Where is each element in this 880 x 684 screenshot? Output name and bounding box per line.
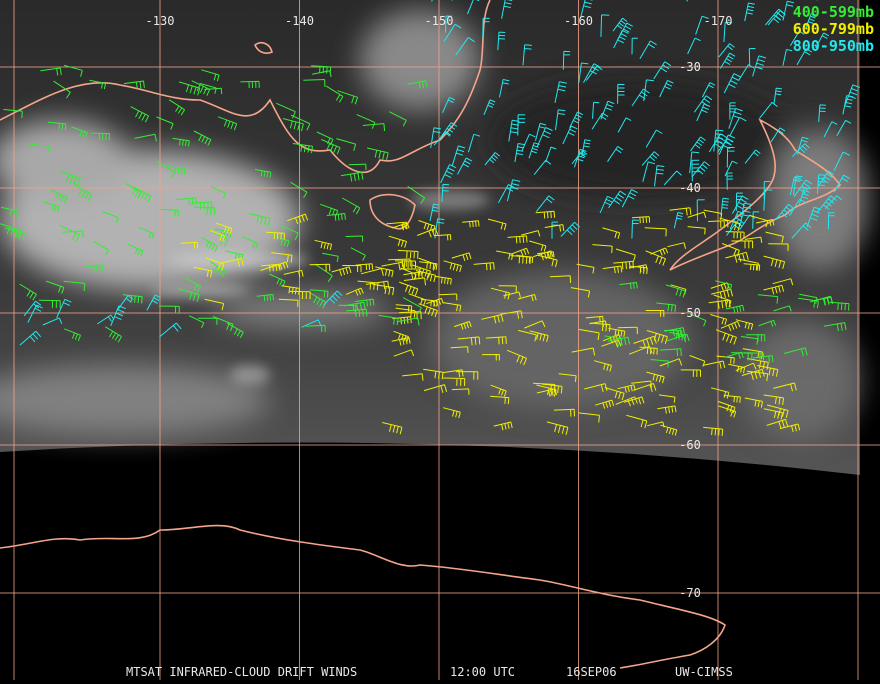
caption-date: 16SEP06 — [566, 665, 617, 679]
lon-label: -170 — [704, 14, 733, 28]
lat-label: -40 — [679, 181, 701, 195]
legend-entry: 600-799mb — [793, 20, 874, 38]
lon-label: -160 — [564, 14, 593, 28]
legend-entry: 800-950mb — [793, 37, 874, 55]
lat-label: -70 — [679, 586, 701, 600]
caption-product: MTSAT INFRARED-CLOUD DRIFT WINDS — [126, 665, 357, 679]
lon-label: -140 — [285, 14, 314, 28]
caption-source: UW-CIMSS — [675, 665, 733, 679]
lon-label: -130 — [146, 14, 175, 28]
lat-label: -60 — [679, 438, 701, 452]
lat-label: -30 — [679, 60, 701, 74]
caption-time: 12:00 UTC — [450, 665, 515, 679]
lon-label: -150 — [425, 14, 454, 28]
legend-entry: 400-599mb — [793, 3, 874, 21]
lat-label: -50 — [679, 306, 701, 320]
